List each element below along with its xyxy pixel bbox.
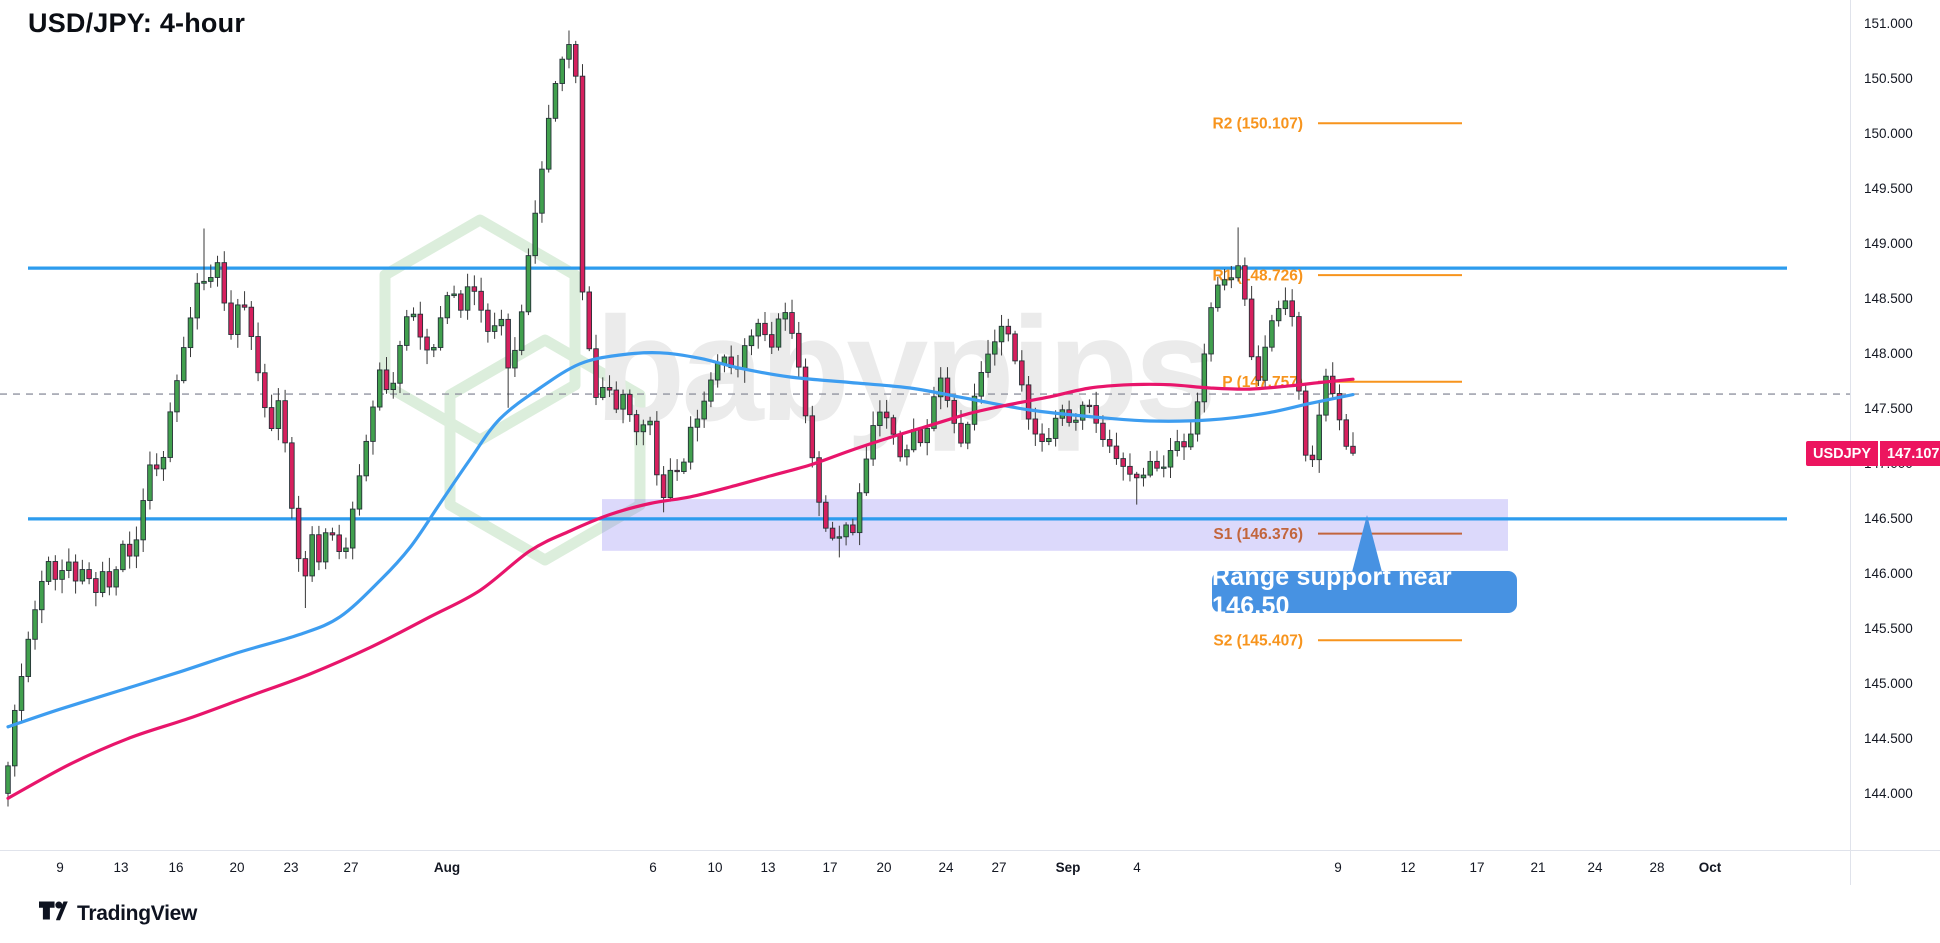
pivot-label-R1: R1 (148.726) (1213, 268, 1303, 285)
price-tag-symbol: USDJPY (1806, 441, 1879, 466)
time-axis-label: Sep (1055, 860, 1081, 875)
ma-fast-blue (6, 351, 1355, 729)
time-axis-label: 23 (283, 860, 299, 875)
time-axis-label: 21 (1530, 860, 1546, 875)
time-axis-label: 20 (229, 860, 245, 875)
time-axis-label: 24 (1587, 860, 1603, 875)
price-tag-value: 147.107 (1880, 441, 1940, 466)
time-axis-label: Aug (433, 860, 461, 875)
last-price-tag: USDJPY 147.107 (1806, 441, 1940, 466)
price-axis-label: 149.500 (1864, 181, 1913, 196)
babypips-watermark: babypips (379, 214, 1217, 566)
time-axis-label: 10 (707, 860, 723, 875)
tradingview-logo-icon (39, 901, 68, 921)
pivot-label-S1: S1 (146.376) (1213, 526, 1303, 543)
time-axis-label: 9 (1334, 860, 1342, 875)
price-axis-label: 144.500 (1864, 731, 1913, 746)
price-axis-label: 149.000 (1864, 236, 1913, 251)
support-callout[interactable]: Range support near 146.50 (1212, 563, 1517, 620)
moving-averages (6, 351, 1355, 800)
ma-slow-pink (6, 377, 1355, 800)
time-axis-label: 27 (343, 860, 359, 875)
price-axis-label: 146.500 (1864, 511, 1913, 526)
time-axis-label: 4 (1133, 860, 1141, 875)
price-axis-label: 148.000 (1864, 346, 1913, 361)
time-axis-label: 24 (938, 860, 954, 875)
time-axis-label: 13 (760, 860, 776, 875)
price-axis-label: 151.000 (1864, 16, 1913, 31)
candles-layer (5, 30, 1356, 807)
time-axis-label: 12 (1400, 860, 1416, 875)
pivot-label-R2: R2 (150.107) (1213, 116, 1303, 133)
time-axis-label: 17 (1469, 860, 1485, 875)
time-axis-label: 6 (649, 860, 657, 875)
price-axis-label: 144.000 (1864, 786, 1913, 801)
price-axis-label: 150.500 (1864, 71, 1913, 86)
time-axis-label: 16 (168, 860, 184, 875)
tradingview-logo[interactable]: TradingView (38, 900, 197, 928)
time-axis-label: 13 (113, 860, 129, 875)
callout-arrow[interactable] (1352, 515, 1382, 572)
svg-text:babypips: babypips (595, 287, 1213, 452)
time-axis[interactable]: 9 13 16 20 23 27 Aug 6 10 13 17 20 24 27 Sep 4 9 12 17 21 24… (0, 850, 1940, 886)
time-axis-label: 20 (876, 860, 892, 875)
price-axis-label: 148.500 (1864, 291, 1913, 306)
time-axis-label: Oct (1698, 860, 1722, 875)
price-axis-label: 147.500 (1864, 401, 1913, 416)
price-axis-label: 145.000 (1864, 676, 1913, 691)
price-tag-divider (1878, 441, 1881, 466)
time-axis-label: 17 (822, 860, 838, 875)
tradingview-logo-text: TradingView (77, 902, 198, 925)
price-axis-label: 145.500 (1864, 621, 1913, 636)
price-axis-label: 150.000 (1864, 126, 1913, 141)
time-axis-label: 28 (1649, 860, 1665, 875)
time-axis-label: 27 (991, 860, 1007, 875)
pivot-label-S2: S2 (145.407) (1213, 633, 1303, 650)
chart-title: USD/JPY: 4-hour (28, 8, 246, 38)
time-axis-label: 9 (56, 860, 64, 875)
price-axis-label: 146.000 (1864, 566, 1913, 581)
